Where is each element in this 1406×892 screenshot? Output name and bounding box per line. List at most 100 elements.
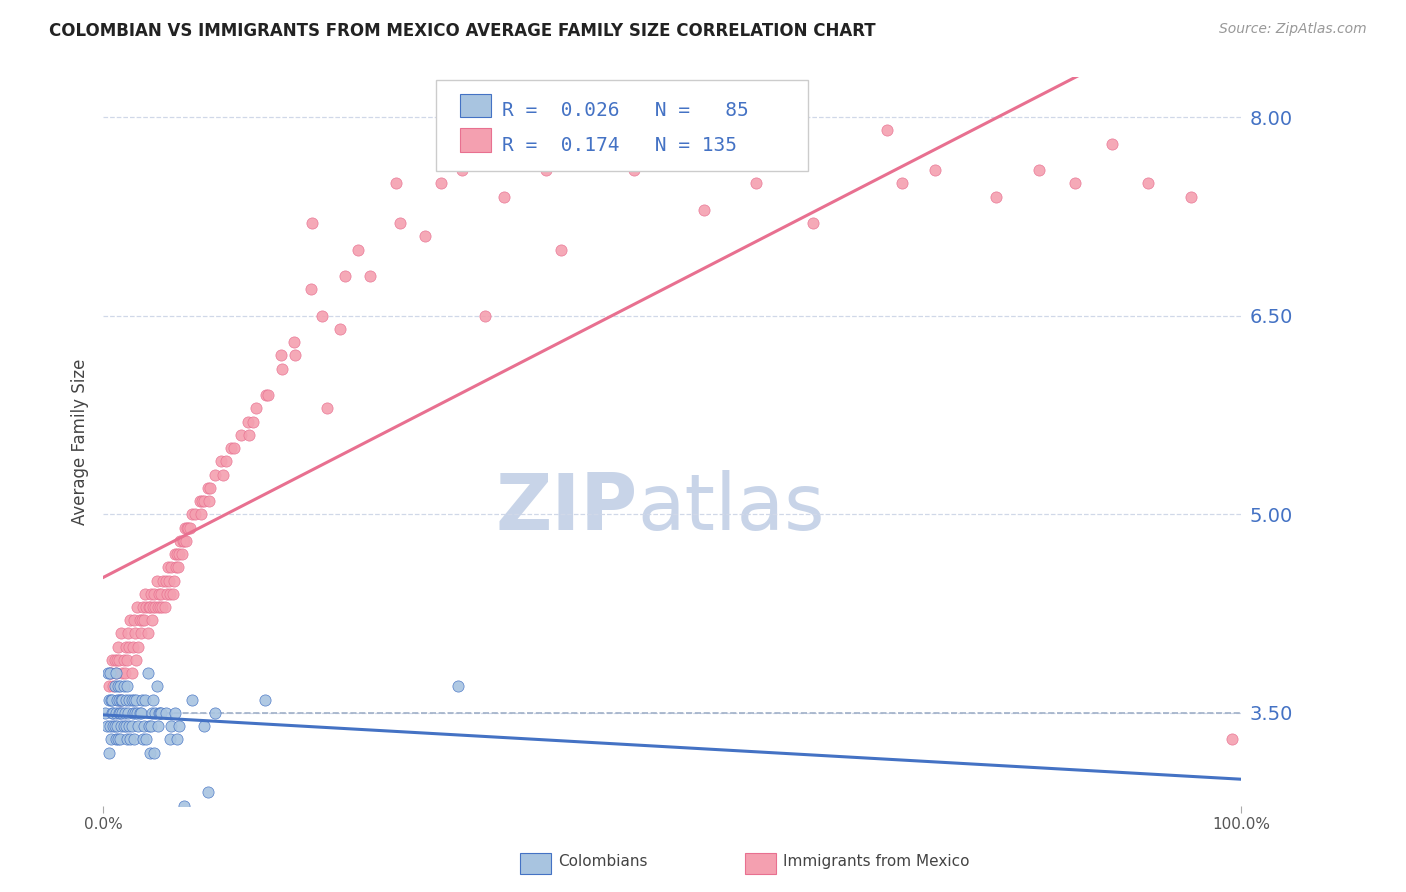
Point <box>100 666 122 681</box>
Text: Colombians: Colombians <box>558 855 648 869</box>
Point <box>129 626 152 640</box>
Point <box>389 216 412 230</box>
Point <box>301 216 323 230</box>
Point <box>191 494 214 508</box>
Point <box>876 123 898 137</box>
Point <box>150 587 173 601</box>
Point <box>1028 163 1050 178</box>
Point <box>155 706 177 720</box>
Point <box>108 692 131 706</box>
Point <box>105 719 128 733</box>
Point <box>190 508 212 522</box>
Text: R =  0.026   N =   85: R = 0.026 N = 85 <box>502 101 748 120</box>
Point <box>132 719 155 733</box>
Point <box>96 719 118 733</box>
Point <box>1136 177 1159 191</box>
Point <box>122 732 145 747</box>
Point <box>176 520 198 534</box>
Point <box>153 600 176 615</box>
Point <box>143 746 166 760</box>
Point <box>115 640 138 654</box>
Point <box>118 719 141 733</box>
Point <box>179 520 201 534</box>
Point <box>111 666 134 681</box>
Point <box>132 613 155 627</box>
Point <box>104 666 127 681</box>
Point <box>204 467 226 482</box>
Text: Source: ZipAtlas.com: Source: ZipAtlas.com <box>1219 22 1367 37</box>
Point <box>166 547 188 561</box>
Point <box>124 626 146 640</box>
Point <box>1180 189 1202 203</box>
Point <box>110 692 132 706</box>
Point <box>163 706 186 720</box>
Point <box>169 533 191 548</box>
Point <box>141 613 163 627</box>
Point <box>100 692 122 706</box>
Point <box>112 680 135 694</box>
Point <box>103 680 125 694</box>
Point <box>107 680 129 694</box>
Point <box>180 692 202 706</box>
Point <box>198 494 221 508</box>
Point <box>801 216 824 230</box>
Point <box>150 600 173 615</box>
Point <box>270 349 292 363</box>
Text: COLOMBIAN VS IMMIGRANTS FROM MEXICO AVERAGE FAMILY SIZE CORRELATION CHART: COLOMBIAN VS IMMIGRANTS FROM MEXICO AVER… <box>49 22 876 40</box>
Point <box>347 243 370 257</box>
Point <box>122 613 145 627</box>
Point <box>103 680 125 694</box>
Point <box>155 574 177 588</box>
Point <box>134 692 156 706</box>
Point <box>219 441 242 455</box>
Point <box>108 732 131 747</box>
Point <box>115 653 138 667</box>
Point <box>127 640 149 654</box>
Point <box>122 692 145 706</box>
Point <box>180 508 202 522</box>
Point <box>128 706 150 720</box>
Point <box>152 574 174 588</box>
Point <box>105 653 128 667</box>
Point <box>172 533 194 548</box>
Point <box>112 653 135 667</box>
Point <box>108 680 131 694</box>
Point <box>108 706 131 720</box>
Point <box>253 692 276 706</box>
Point <box>145 680 167 694</box>
Point <box>187 812 209 826</box>
Point <box>257 388 280 402</box>
Point <box>98 666 121 681</box>
Point <box>112 719 135 733</box>
Point <box>139 746 162 760</box>
Point <box>97 680 120 694</box>
Point <box>145 574 167 588</box>
Point <box>104 706 127 720</box>
Point <box>132 600 155 615</box>
Point <box>121 666 143 681</box>
Point <box>329 322 352 336</box>
Point <box>101 706 124 720</box>
Point <box>623 163 645 178</box>
Point <box>184 508 207 522</box>
Point <box>211 454 233 468</box>
Point <box>156 560 179 574</box>
Point <box>169 719 191 733</box>
Point <box>173 533 195 548</box>
Point <box>159 587 181 601</box>
Point <box>413 229 436 244</box>
Point <box>150 706 173 720</box>
Point <box>135 600 157 615</box>
Point <box>174 533 197 548</box>
Point <box>725 123 748 137</box>
Point <box>160 560 183 574</box>
Point <box>159 732 181 747</box>
Point <box>335 268 357 283</box>
Point <box>165 560 187 574</box>
Point <box>98 719 121 733</box>
Point <box>693 202 716 217</box>
Point <box>103 653 125 667</box>
Point <box>143 587 166 601</box>
Point <box>108 692 131 706</box>
Point <box>104 666 127 681</box>
